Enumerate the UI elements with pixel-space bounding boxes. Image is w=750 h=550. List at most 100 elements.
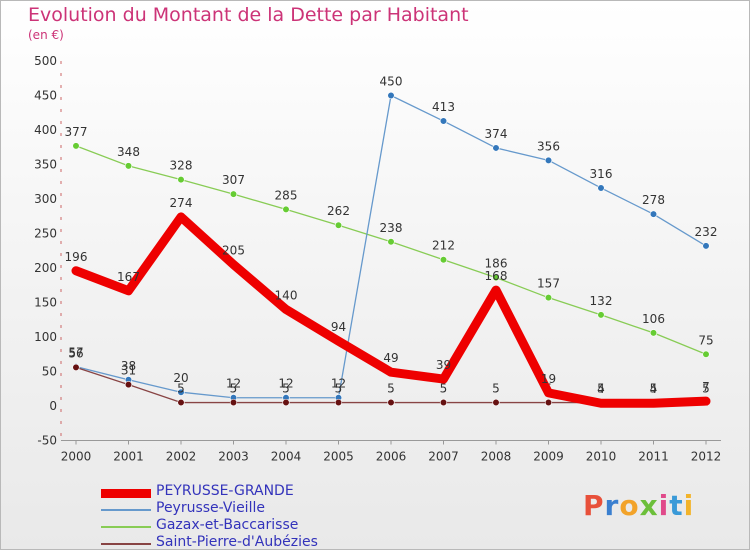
data-point: [649, 210, 658, 218]
logo-letter: r: [604, 489, 620, 522]
data-label: 56: [68, 346, 83, 360]
data-point: [387, 91, 395, 100]
logo-letter: o: [619, 489, 640, 522]
logo-letter: i: [658, 489, 670, 522]
data-point: [282, 305, 290, 313]
chart-title: Evolution du Montant de la Dette par Hab…: [28, 4, 469, 26]
data-point: [492, 286, 500, 294]
data-label: 307: [222, 173, 245, 187]
logo-letter: x: [639, 489, 659, 522]
y-tick-label: 400: [34, 123, 57, 137]
x-tick-label: 2010: [586, 450, 617, 464]
data-label: 186: [485, 257, 508, 271]
y-tick-label: 200: [34, 261, 57, 275]
y-tick-label: -50: [37, 434, 57, 448]
x-tick-label: 2011: [638, 450, 669, 464]
y-tick-label: 150: [34, 296, 57, 310]
y-tick-label: 500: [34, 54, 57, 68]
data-point: [72, 363, 80, 371]
data-label: 4: [650, 382, 658, 396]
data-point: [72, 142, 80, 150]
x-tick-label: 2004: [271, 450, 302, 464]
y-tick-label: 450: [34, 89, 57, 103]
x-tick-label: 2003: [218, 450, 249, 464]
legend-swatch: [101, 488, 151, 498]
data-label: 75: [698, 333, 713, 347]
x-tick-label: 2006: [376, 450, 407, 464]
data-point: [440, 375, 447, 383]
legend-label: Gazax-et-Baccarisse: [156, 517, 299, 533]
legend-label: Peyrusse-Vieille: [156, 500, 265, 516]
data-label: 5: [702, 382, 710, 396]
data-point: [124, 162, 133, 170]
data-point: [650, 399, 657, 407]
data-label: 205: [222, 244, 245, 258]
data-point: [702, 242, 710, 250]
data-label: 5: [177, 382, 185, 396]
y-tick-label: 350: [34, 158, 57, 172]
data-point: [387, 398, 395, 407]
data-point: [492, 274, 500, 282]
data-point: [439, 117, 448, 125]
data-label: 168: [485, 269, 508, 283]
data-label: 5: [230, 382, 238, 396]
data-label: 19: [541, 372, 556, 386]
x-tick-label: 2001: [113, 450, 144, 464]
x-tick-label: 2000: [61, 450, 92, 464]
data-label: 106: [642, 312, 665, 326]
data-label: 49: [383, 351, 398, 365]
data-label: 356: [537, 139, 560, 153]
data-point: [544, 294, 553, 302]
data-point: [334, 221, 343, 229]
data-point: [177, 213, 185, 221]
data-label: 413: [432, 100, 455, 114]
data-label: 39: [436, 358, 451, 372]
data-label: 5: [597, 382, 605, 396]
data-label: 274: [170, 196, 193, 210]
data-point: [229, 190, 238, 198]
data-label: 5: [440, 382, 448, 396]
data-point: [702, 350, 710, 358]
x-tick-label: 2005: [323, 450, 354, 464]
data-label: 196: [65, 250, 88, 264]
data-point: [439, 256, 448, 264]
data-label: 94: [331, 320, 346, 334]
data-label: 374: [485, 127, 508, 141]
data-point: [334, 398, 343, 407]
data-point: [125, 287, 132, 295]
data-point: [544, 398, 553, 407]
data-point: [492, 398, 500, 407]
data-label: 348: [117, 145, 140, 159]
data-label: 5: [282, 382, 290, 396]
data-label: 328: [170, 159, 193, 173]
data-label: 7: [702, 380, 710, 394]
data-label: 5: [387, 382, 395, 396]
data-label: 38: [121, 359, 136, 373]
legend-label: Saint-Pierre-d'Aubézies: [156, 534, 318, 550]
data-point: [177, 176, 185, 184]
data-label: 285: [275, 188, 298, 202]
y-tick-label: 50: [42, 365, 57, 379]
data-point: [544, 156, 553, 164]
data-label: 4: [597, 382, 605, 396]
data-point: [387, 368, 395, 376]
legend-swatch: [101, 526, 151, 528]
data-point: [649, 329, 658, 337]
logo-letter: P: [583, 489, 605, 522]
data-label: 5: [492, 382, 500, 396]
data-point: [597, 399, 605, 407]
data-point: [702, 397, 710, 405]
data-point: [597, 184, 605, 192]
data-point: [177, 388, 185, 396]
data-point: [387, 238, 395, 246]
proxiti-logo: Proxiti: [583, 489, 694, 522]
data-point: [492, 144, 500, 152]
y-tick-label: 100: [34, 330, 57, 344]
data-label: 132: [590, 294, 613, 308]
data-label: 450: [380, 75, 403, 89]
data-label: 5: [335, 382, 343, 396]
data-label: 57: [68, 346, 83, 360]
data-label: 31: [121, 364, 136, 378]
